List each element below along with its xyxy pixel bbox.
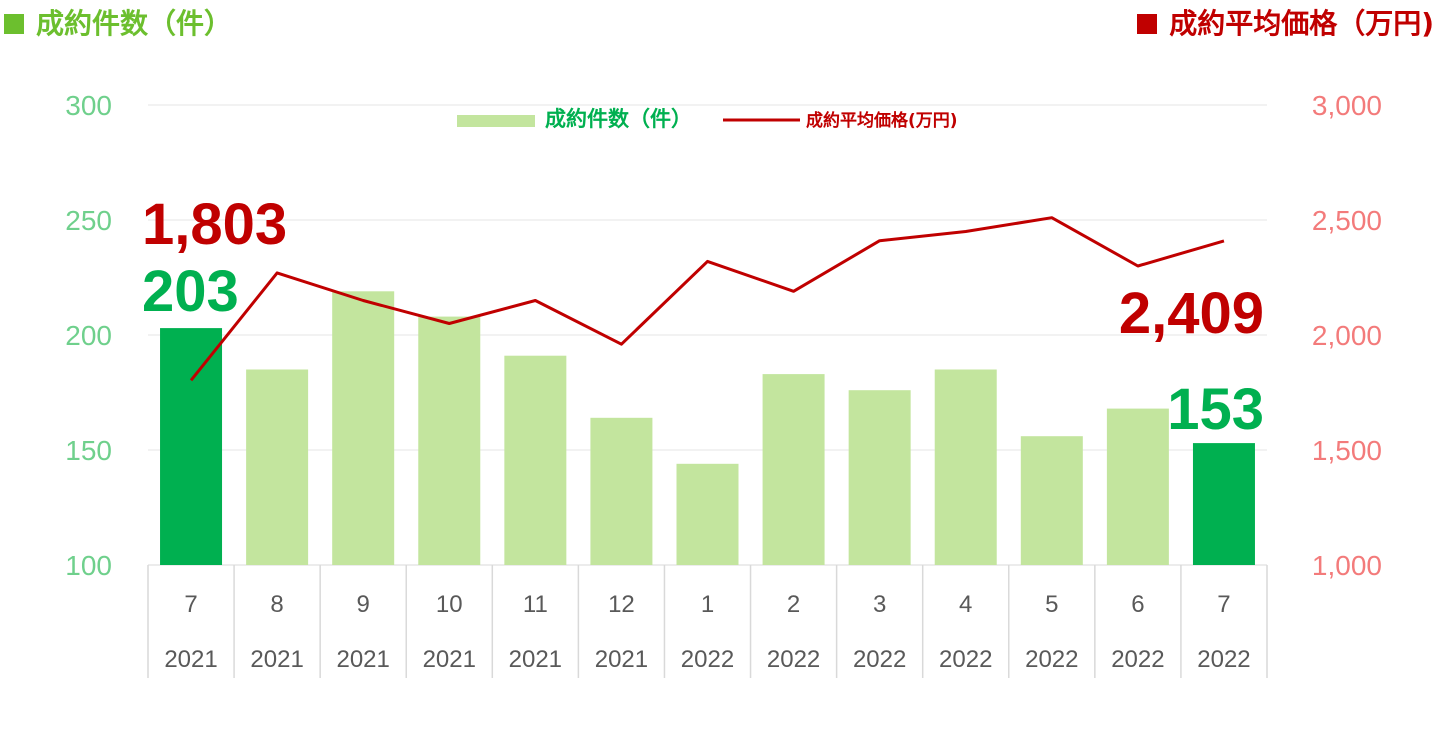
month-tick-label: 12 xyxy=(608,591,635,618)
count-bar xyxy=(934,369,997,565)
count-bar xyxy=(1106,408,1169,565)
left-axis-tick-label: 300 xyxy=(65,90,112,121)
year-tick-label: 2022 xyxy=(1025,646,1078,673)
count-bar xyxy=(590,417,653,565)
year-tick-label: 2021 xyxy=(595,646,648,673)
count-bar xyxy=(762,374,825,565)
month-tick-label: 7 xyxy=(1217,591,1230,618)
year-tick-label: 2021 xyxy=(509,646,562,673)
month-tick-label: 3 xyxy=(873,591,886,618)
last-count-annotation: 153 xyxy=(1167,377,1264,442)
first-count-annotation: 203 xyxy=(142,259,239,324)
right-axis-tick-label: 1,500 xyxy=(1312,435,1382,466)
count-bar xyxy=(848,390,911,565)
right-axis-header-text: 成約平均価格（万円) xyxy=(1169,7,1434,40)
left-axis-tick-label: 200 xyxy=(65,320,112,351)
month-tick-label: 9 xyxy=(357,591,370,618)
first-price-annotation: 1,803 xyxy=(142,192,287,257)
count-bar xyxy=(1192,443,1255,565)
year-tick-label: 2021 xyxy=(336,646,389,673)
month-tick-label: 7 xyxy=(184,591,197,618)
right-axis-tick-label: 1,000 xyxy=(1312,550,1382,581)
year-tick-label: 2021 xyxy=(164,646,217,673)
right-axis-header: 成約平均価格（万円) xyxy=(1137,2,1434,42)
left-axis-header: 成約件数（件） xyxy=(4,2,232,42)
month-tick-label: 1 xyxy=(701,591,714,618)
right-axis-tick-label: 2,500 xyxy=(1312,205,1382,236)
count-bar xyxy=(1020,436,1083,565)
year-tick-label: 2022 xyxy=(1197,646,1250,673)
legend-bar-swatch xyxy=(457,115,535,127)
count-bar xyxy=(332,291,395,565)
year-tick-label: 2022 xyxy=(939,646,992,673)
year-tick-label: 2021 xyxy=(250,646,303,673)
year-tick-label: 2022 xyxy=(767,646,820,673)
year-tick-label: 2022 xyxy=(1111,646,1164,673)
month-tick-label: 10 xyxy=(436,591,463,618)
count-bar xyxy=(676,463,739,565)
count-bar xyxy=(418,316,481,565)
count-bar xyxy=(246,369,309,565)
month-tick-label: 5 xyxy=(1045,591,1058,618)
green-square-icon xyxy=(4,14,24,34)
left-axis-tick-label: 100 xyxy=(65,550,112,581)
last-price-annotation: 2,409 xyxy=(1119,281,1264,346)
month-tick-label: 11 xyxy=(523,591,548,618)
count-bar xyxy=(504,355,567,565)
month-tick-label: 6 xyxy=(1131,591,1144,618)
month-tick-label: 2 xyxy=(787,591,800,618)
year-tick-label: 2022 xyxy=(681,646,734,673)
legend-bar-label: 成約件数（件） xyxy=(545,107,692,131)
legend-line-label: 成約平均価格(万円) xyxy=(806,110,958,131)
right-axis-tick-label: 2,000 xyxy=(1312,320,1382,351)
left-axis-header-text: 成約件数（件） xyxy=(36,7,233,40)
month-tick-label: 4 xyxy=(959,591,972,618)
red-square-icon xyxy=(1137,14,1158,34)
year-tick-label: 2021 xyxy=(423,646,476,673)
left-axis-tick-label: 250 xyxy=(65,205,112,236)
month-tick-label: 8 xyxy=(270,591,283,618)
right-axis-tick-label: 3,000 xyxy=(1312,90,1382,121)
count-bar xyxy=(160,328,223,565)
year-tick-label: 2022 xyxy=(853,646,906,673)
left-axis-tick-label: 150 xyxy=(65,435,112,466)
